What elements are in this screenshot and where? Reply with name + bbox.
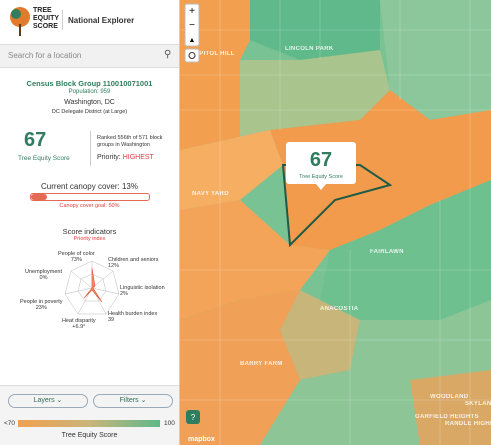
- indicator-name: Children and seniors: [108, 257, 159, 263]
- indicator-name: Linguistic isolation: [120, 285, 165, 291]
- filters-button[interactable]: Filters ⌄: [93, 394, 173, 408]
- indicator: People in poverty 23%: [20, 299, 63, 311]
- area: [410, 370, 491, 445]
- indicator: People of color 73%: [58, 251, 95, 263]
- canopy-cover: Current canopy cover: 13%: [41, 182, 138, 191]
- indicator-value: 0%: [39, 275, 48, 281]
- area: [250, 0, 380, 60]
- camera-icon: [188, 52, 196, 59]
- area: [320, 180, 491, 320]
- place-label: BARRY FARM: [240, 361, 283, 367]
- button-label: Filters: [119, 397, 139, 404]
- block-group: Census Block Group 110010071001: [26, 79, 153, 88]
- place-label: WOODLAND: [430, 394, 469, 400]
- help-button[interactable]: [186, 410, 200, 424]
- map[interactable]: CAPITOL HILL LINCOLN PARK NAVY YARD ANACOST…: [180, 0, 491, 445]
- place-label: LINCOLN PARK: [285, 46, 334, 52]
- priority: HIGHEST: [122, 154, 154, 161]
- indicator-name: Unemployment: [25, 269, 62, 275]
- logo-line: EQUITY: [33, 15, 60, 22]
- indicator-name: Heat disparity: [62, 318, 96, 324]
- canopy-bar: [30, 193, 150, 201]
- indicator-value: 12%: [108, 263, 120, 269]
- place-labels: CAPITOL HILL LINCOLN PARK NAVY YARD ANACOST…: [190, 46, 491, 427]
- logo-tree: [10, 7, 30, 36]
- side-panel: TREE EQUITY SCORE National Explorer Sear…: [0, 0, 180, 445]
- place-label: FAIRLAWN: [370, 249, 404, 255]
- help-icon: ?: [191, 413, 196, 422]
- area: [180, 0, 270, 150]
- canopy-fill: [31, 194, 47, 200]
- popup-tip: [316, 184, 326, 190]
- legend-gradient: [18, 420, 160, 427]
- indicator-name: People of color: [58, 251, 95, 257]
- indicator: Unemployment 0%: [25, 269, 62, 281]
- area: [240, 50, 390, 140]
- footer: [0, 385, 179, 445]
- button-label: Layers: [33, 397, 55, 404]
- place-label: SKYLAND: [465, 401, 491, 407]
- radar-shape: [83, 267, 103, 303]
- canopy-goal: Canopy cover goal: 50%: [59, 203, 120, 209]
- indicator-name: People in poverty: [20, 299, 63, 305]
- indicator: Health burden index 39: [108, 311, 157, 323]
- population: Population: 959: [68, 89, 111, 95]
- indicator: Children and seniors 12%: [108, 257, 158, 269]
- legend-max: 100: [164, 420, 175, 427]
- score: 67: [24, 129, 47, 151]
- area: [380, 0, 491, 120]
- indicator-value: 2%: [120, 291, 128, 297]
- indicator-value: 73%: [70, 257, 82, 263]
- popup-label: Tree Equity Score: [299, 174, 343, 180]
- area: [280, 290, 360, 380]
- zoom-out[interactable]: −: [189, 20, 195, 31]
- place-label: GARFIELD HEIGHTS: [415, 414, 479, 420]
- logo-text: TREE EQUITY SCORE: [33, 7, 59, 31]
- compass[interactable]: ▲: [189, 37, 196, 44]
- popup-score: 67: [310, 149, 332, 171]
- area: [180, 130, 283, 210]
- zoom-controls: + − ▲: [184, 3, 200, 63]
- legend-min: <70: [4, 420, 16, 427]
- place-label: ANACOSTIA: [320, 306, 359, 312]
- city: Washington, DC: [64, 99, 115, 106]
- logo-line: TREE: [33, 7, 52, 14]
- indicator-value: +6.9°: [72, 324, 86, 330]
- indicator: Linguistic isolation 2%: [120, 285, 165, 297]
- popup: [286, 142, 356, 184]
- indicator-name: Health burden index: [108, 311, 158, 317]
- app-name: National Explorer: [68, 16, 135, 25]
- control-box: [184, 3, 200, 47]
- indicator: Heat disparity +6.9°: [62, 318, 96, 330]
- search-icon: ⚲: [164, 49, 172, 60]
- logo-line: SCORE: [33, 23, 58, 30]
- search-placeholder: Search for a location: [8, 51, 82, 60]
- area: [180, 290, 300, 445]
- place-label: RANDLE HIGHLANDS: [445, 421, 491, 427]
- radar-chart: [64, 260, 120, 315]
- zoom-in[interactable]: +: [189, 6, 195, 17]
- score-label: Tree Equity Score: [18, 155, 70, 162]
- layers-button[interactable]: Layers ⌄: [8, 394, 88, 408]
- indicators-title: Score indicators: [62, 227, 117, 236]
- district: DC Delegate District (at Large): [51, 109, 128, 115]
- priority-label: Priority:: [97, 154, 121, 161]
- indicator-value: 23%: [35, 305, 47, 311]
- rank: Ranked 556th of 571 block groups in Wash…: [97, 135, 163, 148]
- legend-title: Tree Equity Score: [61, 432, 118, 439]
- indicators-subtitle: Priority index: [73, 236, 106, 242]
- attribution: mapbox: [188, 436, 215, 443]
- place-label: NAVY YARD: [192, 191, 229, 197]
- search-box[interactable]: Search for a location ⚲: [0, 44, 179, 68]
- indicator-value: 39: [108, 317, 115, 323]
- area: [180, 200, 330, 320]
- screenshot-button[interactable]: [184, 48, 200, 63]
- place-label: CAPITOL HILL: [190, 51, 235, 57]
- priority-row: Priority: HIGHEST: [97, 154, 154, 161]
- block-borders: [180, 0, 491, 445]
